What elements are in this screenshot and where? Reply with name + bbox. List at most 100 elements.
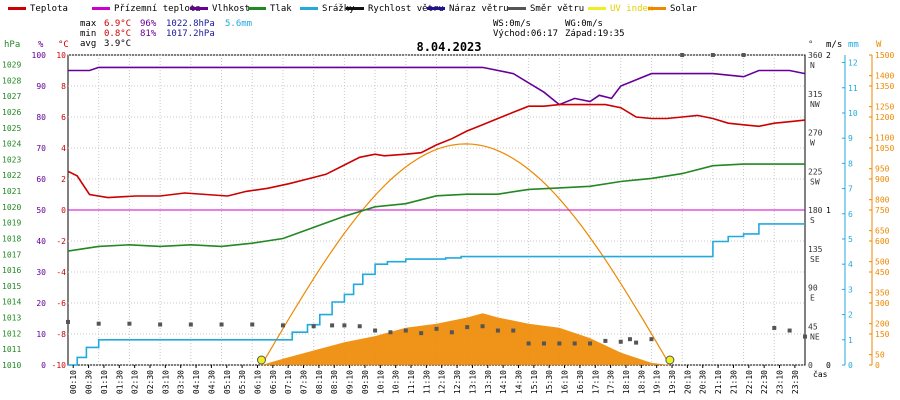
legend-item: Přízemní teplota (92, 4, 201, 14)
wind-direction-point (741, 53, 746, 57)
legend-swatch (427, 7, 445, 10)
press-tick-label: 1012 (2, 329, 21, 338)
legend-swatch (648, 7, 666, 10)
press-tick-label: 1019 (2, 219, 21, 228)
stats-max-label: max (80, 19, 97, 29)
wind-direction-point (158, 322, 163, 327)
temp-tick-label: 8 (61, 82, 66, 91)
hum-tick-label: 70 (36, 144, 46, 153)
press-tick-label: 1010 (2, 361, 21, 370)
dir-tick-label: 225 (808, 167, 823, 176)
press-tick-label: 1023 (2, 155, 21, 164)
legend-swatch (588, 7, 606, 10)
hum-tick-label: 10 (36, 330, 46, 339)
wind-direction-point (634, 340, 639, 345)
wind-direction-point (541, 341, 546, 346)
x-tick-label: 06:10 (253, 370, 262, 394)
wind-direction-point (330, 323, 335, 328)
press-tick-label: 1018 (2, 234, 21, 243)
dir-tick-label: 0 (808, 361, 813, 370)
x-tick-label: 21:10 (714, 370, 723, 394)
mm-tick-label: 1 (848, 336, 853, 345)
wind-direction-point (618, 339, 623, 344)
dir-compass-label: SW (810, 177, 820, 186)
hum-tick-label: 90 (36, 82, 46, 91)
dir-tick-label: 45 (808, 322, 818, 331)
mm-tick-label: 5 (848, 235, 853, 244)
wind-direction-point (465, 325, 470, 330)
wind-direction-point (803, 334, 807, 339)
stats-max-hum: 96% (140, 19, 157, 29)
w-tick-label: 500 (875, 258, 890, 267)
x-tick-label: 09:10 (346, 370, 355, 394)
stats-rain-total: 5.6mm (225, 19, 252, 29)
wind-direction-point (342, 323, 347, 328)
x-tick-label: 18:30 (637, 370, 646, 394)
w-tick-label: 1100 (875, 134, 894, 143)
wind-direction-point (511, 328, 516, 333)
mm-tick-label: 8 (848, 159, 853, 168)
legend-swatch (300, 7, 318, 10)
mm-tick-label: 12 (848, 59, 858, 68)
press-tick-label: 1025 (2, 124, 21, 133)
axis-unit-deg: ° (808, 40, 813, 50)
temp-tick-label: -8 (56, 330, 66, 339)
legend-swatch (346, 7, 364, 10)
wind-direction-point (449, 330, 454, 335)
press-tick-label: 1022 (2, 171, 21, 180)
axis-unit-ms: m/s (826, 40, 842, 50)
sunrise-time: Východ:06:17 (493, 29, 558, 39)
legend-swatch (248, 7, 266, 10)
w-tick-label: 600 (875, 237, 890, 246)
x-tick-label: 22:30 (760, 370, 769, 394)
axis-unit-mm: mm (848, 40, 859, 50)
press-tick-label: 1024 (2, 140, 21, 149)
w-tick-label: 350 (875, 289, 890, 298)
dir-tick-label: 90 (808, 284, 818, 293)
legend-label: Vlhkost (212, 4, 250, 14)
x-tick-label: 20:30 (699, 370, 708, 394)
legend-label: Solar (670, 4, 698, 14)
mm-tick-label: 6 (848, 210, 853, 219)
x-tick-label: 15:10 (530, 370, 539, 394)
x-tick-label: 03:30 (177, 370, 186, 394)
x-tick-label: 12:10 (438, 370, 447, 394)
sunrise-marker (256, 355, 266, 365)
x-tick-label: 13:30 (484, 370, 493, 394)
w-tick-label: 1250 (875, 103, 894, 112)
stats-avg-label: avg (80, 39, 96, 49)
ms-tick-label: 2 (826, 51, 831, 60)
press-tick-label: 1015 (2, 282, 21, 291)
w-tick-label: 750 (875, 206, 890, 215)
wind-direction-point (373, 328, 378, 333)
mm-tick-label: 3 (848, 285, 853, 294)
legend-swatch (508, 7, 526, 10)
wind-direction-point (680, 53, 685, 57)
legend-item: Teplota (8, 4, 68, 14)
legend-item: Solar (648, 4, 698, 14)
mm-tick-label: 9 (848, 134, 853, 143)
mm-tick-label: 10 (848, 109, 858, 118)
w-tick-label: 200 (875, 320, 890, 329)
legend-label: Přízemní teplota (114, 4, 201, 14)
press-tick-label: 1017 (2, 250, 21, 259)
legend-label: Rychlost větru (368, 4, 444, 14)
press-tick-label: 1013 (2, 314, 21, 323)
ms-tick-label: 0 (826, 361, 831, 370)
w-tick-label: 1200 (875, 113, 894, 122)
wind-direction-point (96, 321, 101, 326)
hum-tick-label: 50 (36, 206, 46, 215)
legend-swatch (190, 7, 208, 10)
hum-tick-label: 30 (36, 268, 46, 277)
solar-area (261, 313, 670, 365)
x-tick-label: 15:30 (545, 370, 554, 394)
hum-tick-label: 80 (36, 113, 46, 122)
x-tick-label: 10:10 (376, 370, 385, 394)
wind-direction-point (357, 324, 362, 329)
x-tick-label: 05:10 (223, 370, 232, 394)
x-tick-label: 16:30 (576, 370, 585, 394)
x-tick-label: 06:30 (269, 370, 278, 394)
dir-tick-label: 360 (808, 51, 823, 60)
stats-max-temp: 6.9°C (104, 19, 131, 29)
